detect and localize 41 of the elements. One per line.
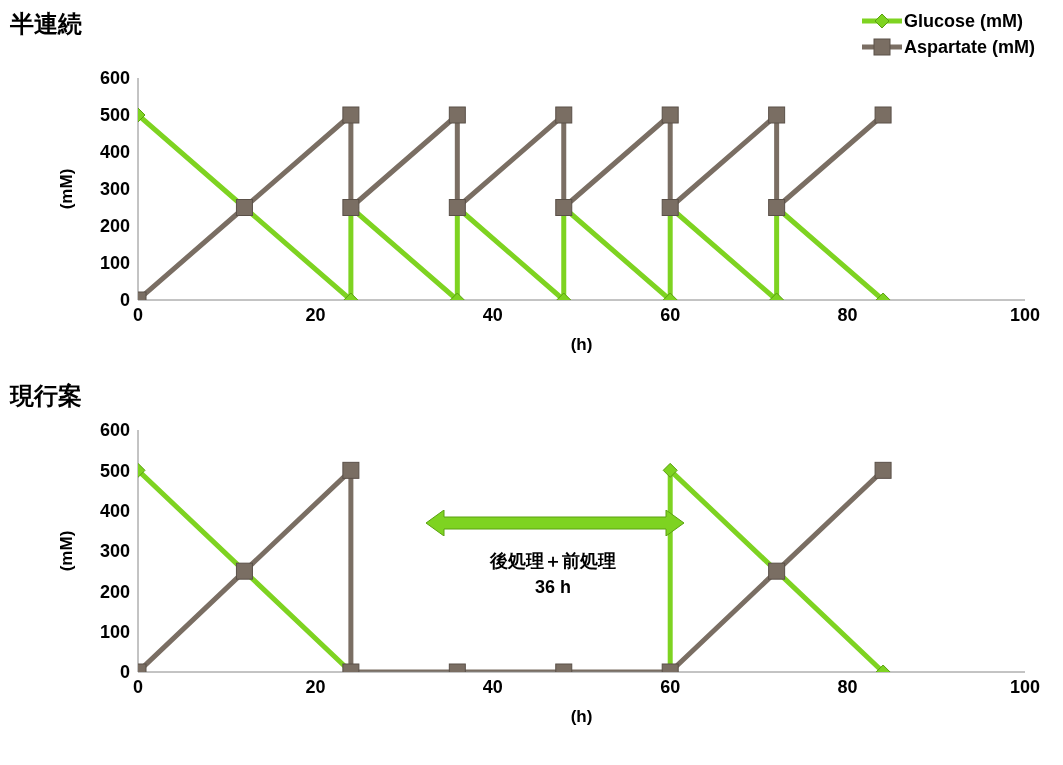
- legend-label: Glucose (mM): [903, 10, 1023, 32]
- x-axis-title: (h): [570, 707, 593, 726]
- y-tick-label: 0: [119, 662, 130, 683]
- y-axis-title: (mM): [57, 168, 77, 210]
- y-tick-label: 500: [99, 460, 130, 481]
- y-tick-label: 100: [99, 253, 130, 274]
- x-tick-label: 20: [305, 304, 326, 325]
- y-axis-title: (mM): [57, 530, 77, 572]
- x-tick-label: 60: [660, 304, 681, 325]
- y-tick-label: 300: [99, 541, 130, 562]
- y-tick-label: 0: [119, 290, 130, 311]
- point: [448, 106, 466, 124]
- y-tick-label: 400: [99, 142, 130, 163]
- y-tick-label: 200: [99, 216, 130, 237]
- x-tick-label: 40: [482, 304, 503, 325]
- y-tick-label: 100: [99, 622, 130, 643]
- x-tick-label: 100: [1009, 304, 1041, 325]
- y-tick-label: 500: [99, 105, 130, 126]
- y-tick-label: 600: [99, 420, 130, 441]
- point: [661, 106, 679, 124]
- x-tick-label: 80: [837, 676, 858, 697]
- x-tick-label: 0: [132, 676, 144, 697]
- y-tick-label: 200: [99, 581, 130, 602]
- chart-title: 半連続: [10, 9, 82, 39]
- x-tick-label: 80: [837, 304, 858, 325]
- legend-label: Aspartate (mM): [903, 36, 1035, 58]
- point: [342, 106, 360, 124]
- x-tick-label: 40: [482, 676, 503, 697]
- annotation: 後処理＋前処理 36 h: [488, 550, 617, 599]
- x-axis-title: (h): [570, 335, 593, 354]
- x-tick-label: 20: [305, 676, 326, 697]
- point: [555, 106, 573, 124]
- y-tick-label: 300: [99, 179, 130, 200]
- chart-title: 現行案: [10, 381, 82, 411]
- y-tick-label: 400: [99, 501, 130, 522]
- x-tick-label: 0: [132, 304, 144, 325]
- point: [768, 106, 786, 124]
- point: [874, 106, 892, 124]
- y-tick-label: 600: [99, 68, 130, 89]
- x-tick-label: 60: [660, 676, 681, 697]
- x-tick-label: 100: [1009, 676, 1041, 697]
